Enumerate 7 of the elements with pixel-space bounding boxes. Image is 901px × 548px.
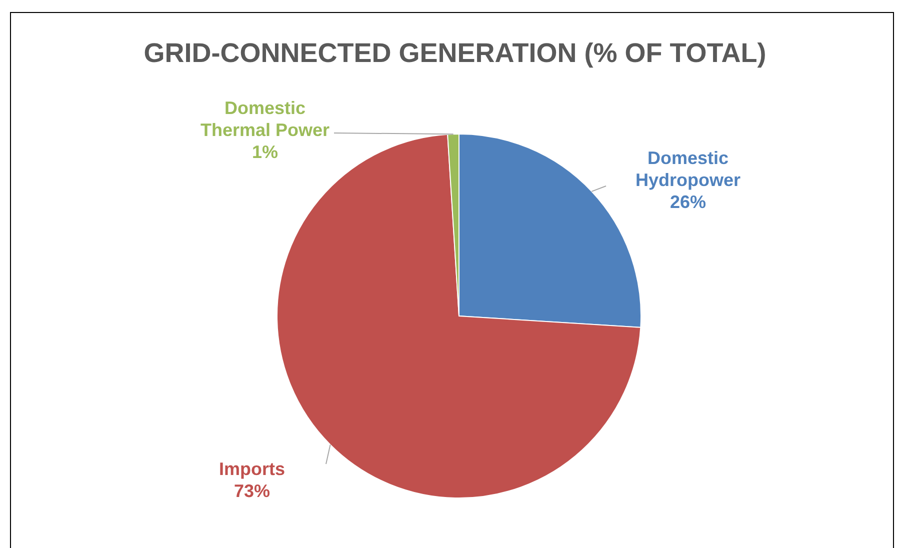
data-label: 1% [252,142,278,162]
slice-label: Imports [218,459,286,479]
data-label: 26% [670,192,706,212]
data-label: 73% [234,481,270,501]
slice-label: Domestic Thermal Power [200,98,330,140]
slice-label: Domestic Hydropower [635,148,741,190]
chart-title: GRID-CONNECTED GENERATION (% OF TOTAL) [144,38,766,68]
